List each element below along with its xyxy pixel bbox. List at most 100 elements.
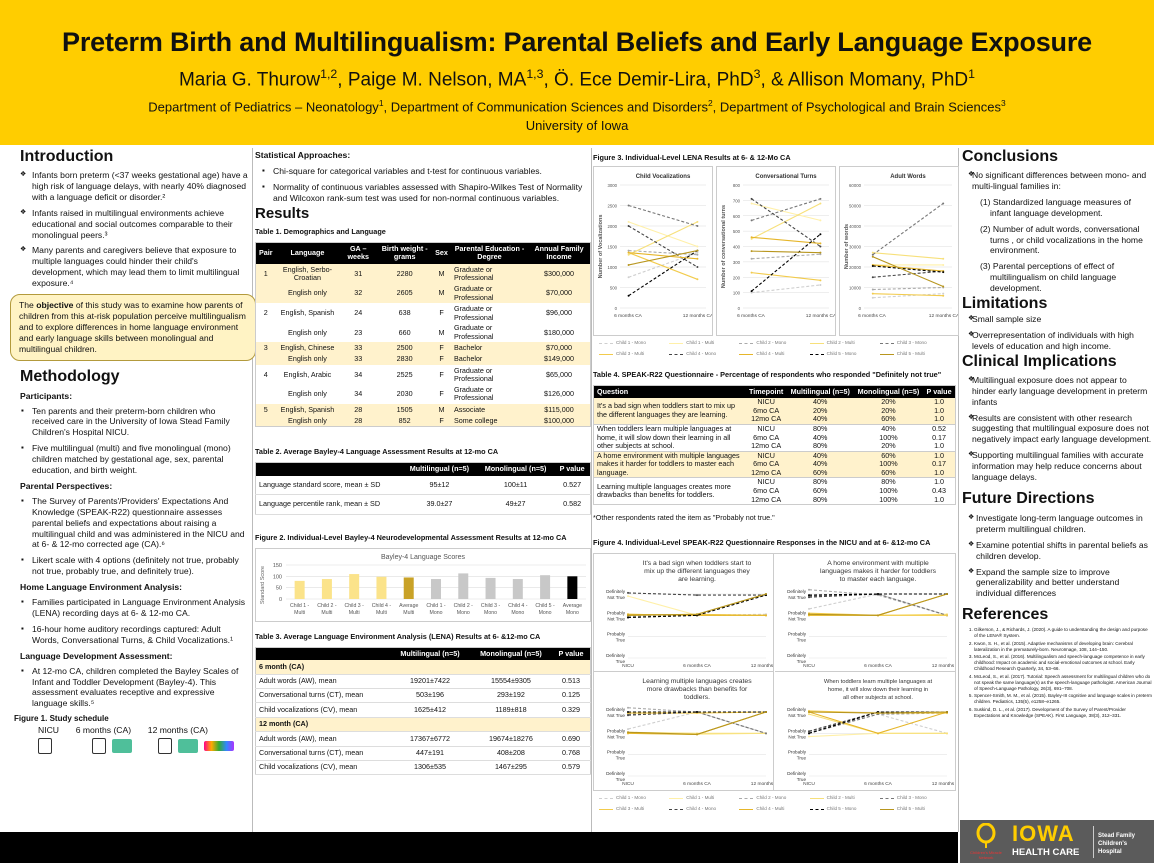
- data-point: [876, 712, 879, 715]
- table-cell: 12mo CA: [751, 441, 782, 451]
- bar: [403, 577, 414, 599]
- x-tick-label: Mono: [457, 610, 470, 616]
- table-cell: M: [432, 283, 451, 304]
- legend-swatch: [739, 798, 754, 800]
- table-cell: 5: [255, 404, 276, 416]
- legend-label: Child 1 - Mono: [616, 339, 646, 345]
- legend-item: Child 1 - Multi: [669, 793, 739, 804]
- method-bullet: The Survey of Parents'/Providers' Expect…: [14, 496, 250, 551]
- table-cell: 28: [339, 404, 378, 416]
- chart-title: toddlers.: [684, 694, 710, 701]
- affiliation-number: 3: [753, 67, 761, 81]
- table-cell: 1.0: [934, 477, 945, 487]
- legend-label: Child 1 - Mono: [616, 795, 646, 801]
- table-cell: 293±192: [469, 688, 553, 704]
- table-cell: 60%: [881, 414, 896, 424]
- x-tick-label: 12 months CA: [931, 663, 954, 669]
- y-level-label: Probably: [787, 728, 806, 733]
- data-point: [871, 253, 874, 256]
- table-row: 3 English, Chinese 33 2500 F Bachelor $70,000: [255, 342, 591, 355]
- legend-item: Child 1 - Mono: [599, 338, 669, 349]
- legend-swatch: [669, 798, 684, 800]
- y-tick-label: 100: [273, 574, 282, 580]
- legend-swatch: [599, 342, 613, 344]
- table-cell: Bachelor: [450, 354, 529, 365]
- data-point: [807, 607, 810, 610]
- table-cell: 6mo CA: [753, 459, 780, 469]
- figure1-caption: Figure 1. Study schedule: [14, 714, 109, 724]
- legend-item: Child 3 - Mono: [879, 338, 950, 349]
- y-axis-label: Standard Score: [260, 566, 266, 604]
- y-tick-label: 0: [859, 306, 862, 311]
- right-column: Conclusions No significant differences b…: [962, 147, 1152, 720]
- legend-label: Child 3 - Mono: [896, 795, 927, 801]
- data-point: [942, 292, 945, 295]
- table-cell: 31: [339, 263, 378, 284]
- introduction-list: Infants born preterm (<37 weeks gestatio…: [14, 170, 250, 289]
- table-header: Parental Education - Degree: [450, 242, 529, 264]
- table-cell: 40%: [813, 432, 828, 442]
- table-cell: F: [439, 308, 444, 318]
- university: University of Iowa: [525, 118, 629, 133]
- table-cell: 60%: [813, 467, 828, 477]
- demographics-table: Pair Language GA – weeks Birth weight - gra…: [255, 241, 591, 428]
- objective-box: The objective of this study was to exami…: [10, 294, 256, 361]
- speak-chart-drawbacks: Learning multiple languages createsmore …: [606, 672, 774, 791]
- data-point: [819, 233, 822, 236]
- table2-caption: Table 2. Average Bayley-4 Language Asses…: [255, 447, 499, 457]
- y-level-label: Probably: [607, 610, 626, 615]
- table-cell: 23: [354, 327, 363, 337]
- legend-label: Child 1 - Multi: [686, 795, 715, 801]
- legend-swatch: [879, 353, 894, 355]
- legend-swatch: [669, 353, 684, 355]
- bar: [321, 578, 332, 599]
- series-line: [751, 198, 821, 247]
- series-line: [628, 221, 698, 247]
- series-line: [872, 293, 944, 297]
- table-cell: NICU: [757, 477, 775, 487]
- data-point: [765, 732, 767, 735]
- conversational-turns-chart: Conversational Turns Number of conversati…: [716, 165, 837, 336]
- table-row: 5 English, Spanish 28 1505 M Associate $115,00…: [255, 404, 591, 416]
- table-cell: 638: [398, 308, 411, 318]
- lena-device-icon: [178, 739, 198, 754]
- future-list: Investigate long-term language outcomes …: [962, 513, 1152, 599]
- figure4-caption: Figure 4. Individual-Level SPEAK-R22 Que…: [593, 538, 931, 548]
- table-cell: Adult words (AW), mean: [255, 731, 391, 747]
- y-level-label: True: [616, 756, 626, 761]
- legend-item: Child 2 - Mono: [739, 338, 809, 349]
- series-line: [808, 593, 947, 616]
- series-line: [751, 250, 821, 254]
- data-point: [871, 255, 874, 258]
- series-line: [628, 225, 698, 268]
- data-point: [696, 733, 698, 736]
- logo-bar: Children's Miracle Network IOWA HEALTH C…: [960, 820, 1154, 863]
- iowa-logo-text: IOWA: [1012, 821, 1075, 846]
- question-cell: When toddlers learn multiple languages a…: [593, 424, 746, 452]
- series-line: [628, 204, 698, 227]
- table-cell: 20%: [881, 441, 896, 451]
- series-line: [627, 592, 766, 596]
- series-line: [751, 202, 821, 221]
- x-tick-label: Mono: [430, 610, 443, 616]
- x-tick-label: 12 months CA: [751, 663, 774, 669]
- data-point: [696, 613, 698, 616]
- y-tick-label: 600: [733, 214, 741, 219]
- table-cell: 0.17: [932, 432, 947, 442]
- table-cell: 2500: [377, 342, 433, 355]
- data-point: [696, 220, 699, 223]
- x-tick-label: Child 4 -: [508, 603, 528, 609]
- x-tick-label: Child 4 -: [372, 603, 392, 609]
- x-tick-label: 6 months CA: [614, 313, 643, 319]
- data-point: [945, 732, 948, 735]
- table-cell: 2525: [396, 369, 413, 379]
- department-name: Department of Pediatrics – Neonatology: [148, 99, 379, 115]
- chart-title: home, it will slow down their learning i…: [827, 687, 927, 693]
- data-point: [765, 614, 767, 617]
- department-name: , Department of Psychological and Brain …: [712, 99, 1001, 115]
- y-tick-label: 300: [733, 260, 741, 265]
- stats-list: Chi-square for categorical variables and…: [255, 166, 591, 204]
- data-point: [765, 711, 767, 714]
- table-cell: 1.0: [934, 405, 945, 415]
- table-cell: 100%: [879, 432, 898, 442]
